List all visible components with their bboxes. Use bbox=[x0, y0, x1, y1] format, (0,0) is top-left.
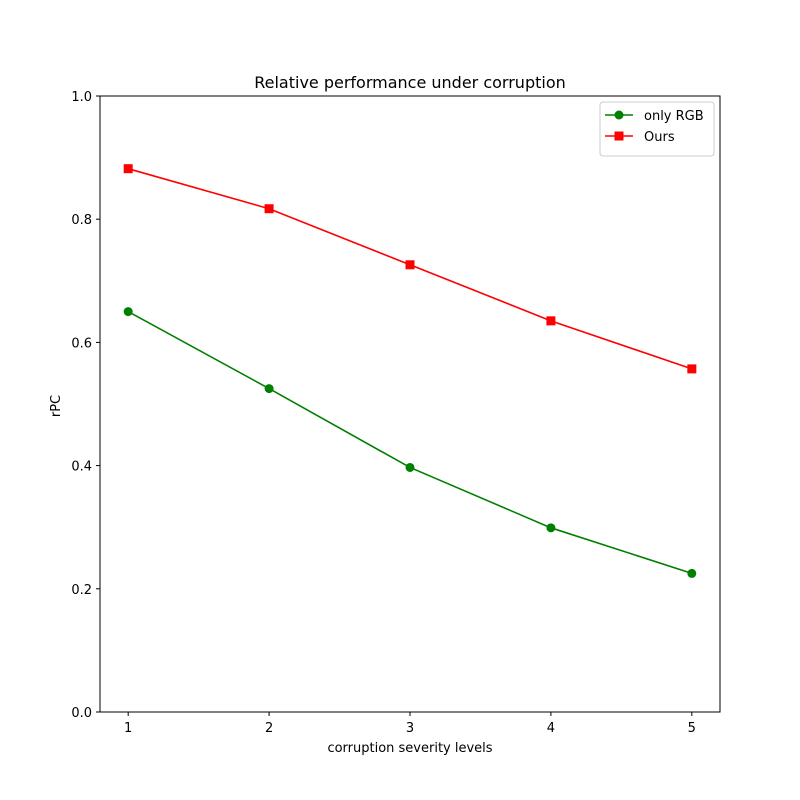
legend-marker bbox=[614, 131, 624, 141]
y-tick-label: 1.0 bbox=[71, 90, 92, 105]
data-point bbox=[687, 568, 697, 578]
y-axis: 0.0 0.2 0.4 0.6 0.8 1.0 bbox=[71, 90, 100, 721]
legend: only RGB Ours bbox=[599, 101, 715, 157]
data-point bbox=[405, 260, 415, 270]
series-only-rgb bbox=[123, 307, 697, 578]
y-tick-label: 0.6 bbox=[71, 336, 92, 351]
y-axis-label: rPC bbox=[49, 395, 64, 417]
series-line-only-rgb bbox=[127, 310, 693, 575]
legend-label: Ours bbox=[644, 130, 675, 145]
x-tick-label: 5 bbox=[688, 721, 696, 736]
x-tick-label: 2 bbox=[265, 721, 273, 736]
x-axis-label: corruption severity levels bbox=[327, 741, 492, 756]
data-point bbox=[405, 462, 415, 472]
legend-item: only RGB bbox=[605, 109, 704, 124]
data-point bbox=[264, 204, 274, 214]
data-point bbox=[123, 164, 133, 174]
legend-marker bbox=[614, 110, 624, 120]
x-tick-label: 1 bbox=[124, 721, 132, 736]
data-point bbox=[264, 384, 274, 394]
x-tick-label: 4 bbox=[547, 721, 555, 736]
y-tick-label: 0.8 bbox=[71, 213, 92, 228]
legend-label: only RGB bbox=[644, 109, 704, 124]
y-tick-label: 0.2 bbox=[71, 583, 92, 598]
y-tick-label: 0.0 bbox=[71, 706, 92, 721]
series-layer bbox=[123, 164, 697, 578]
x-axis: 1 2 3 4 5 bbox=[124, 712, 696, 736]
data-point bbox=[687, 364, 697, 374]
y-tick-label: 0.4 bbox=[71, 460, 92, 475]
plot-area bbox=[99, 95, 721, 713]
data-point bbox=[546, 523, 556, 533]
plot-frame bbox=[99, 95, 721, 713]
chart-title: Relative performance under corruption bbox=[254, 73, 566, 92]
series-ours bbox=[123, 164, 697, 374]
data-point bbox=[546, 316, 556, 326]
legend-item: Ours bbox=[605, 130, 675, 145]
x-tick-label: 3 bbox=[406, 721, 414, 736]
data-point bbox=[123, 307, 133, 317]
